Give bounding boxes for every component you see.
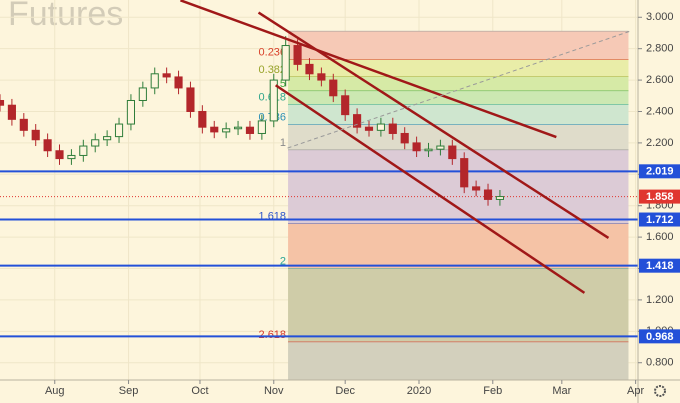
candle-body <box>126 99 136 125</box>
candle-body <box>0 99 5 106</box>
fib-band <box>288 31 629 60</box>
candle-body <box>364 126 374 131</box>
candle-body <box>305 63 314 75</box>
y-tick-label: 2.800 <box>646 43 674 55</box>
x-tick-label: Feb <box>483 385 502 397</box>
candle-body <box>210 126 219 133</box>
x-tick-label: Mar <box>552 385 571 397</box>
candle-body <box>329 79 338 97</box>
fib-band <box>288 268 629 343</box>
candle-body <box>269 79 278 122</box>
candle-body <box>353 114 362 128</box>
candle-body <box>483 189 493 200</box>
level-box <box>639 164 680 179</box>
fib-band <box>288 76 629 92</box>
candle-body <box>138 87 147 101</box>
candle-body <box>91 139 100 147</box>
candle-body <box>400 132 409 144</box>
trend-line <box>287 30 630 149</box>
candle-body <box>412 142 421 152</box>
y-tick-label: 2.400 <box>646 105 674 117</box>
candle-body <box>281 45 290 81</box>
level-label: 0.968 <box>646 331 674 343</box>
fib-band <box>288 150 629 224</box>
fib-label: 2 <box>280 256 286 268</box>
candle-body <box>7 104 16 120</box>
candle-body <box>150 73 159 89</box>
level-box <box>639 329 680 344</box>
level-box <box>639 212 680 227</box>
y-tick-label: 2.600 <box>646 74 674 86</box>
last-price-box <box>639 189 680 204</box>
x-tick-label: Aug <box>45 385 65 397</box>
candle-body <box>31 129 40 141</box>
candle-body <box>388 123 397 134</box>
x-tick-label: Dec <box>335 385 355 397</box>
candle-body <box>43 139 52 152</box>
candle-body <box>245 126 255 134</box>
fib-label: 0.382 <box>259 64 287 76</box>
candle-body <box>436 145 445 150</box>
x-tick-label: Oct <box>191 385 208 397</box>
y-tick-label: 1.600 <box>646 231 674 243</box>
candle-body <box>174 76 183 89</box>
level-label: 1.712 <box>646 214 674 226</box>
candle-body <box>257 120 266 134</box>
fib-label: 1.618 <box>259 210 287 222</box>
fib-band <box>288 342 629 380</box>
x-tick-label: Apr <box>627 385 644 397</box>
fib-band <box>288 104 629 125</box>
candle-body <box>317 73 326 81</box>
candle-body <box>495 196 504 200</box>
y-tick-label: 2.200 <box>646 137 674 149</box>
trend-line <box>257 11 610 239</box>
x-tick-label: Sep <box>119 385 139 397</box>
candle-body <box>162 73 171 78</box>
x-tick-label: Nov <box>264 385 284 397</box>
fib-label: 2.618 <box>259 329 287 341</box>
settings-icon <box>654 385 666 397</box>
candle-body <box>55 150 64 160</box>
candle-body <box>222 128 231 133</box>
candle-body <box>198 110 207 128</box>
candle-body <box>376 123 385 131</box>
fib-band <box>288 223 629 269</box>
candle-body <box>186 87 195 112</box>
candle-body <box>103 136 112 141</box>
candle-body <box>293 45 302 65</box>
trend-line <box>180 0 557 139</box>
fib-label: 1 <box>280 137 286 149</box>
fib-band <box>288 59 629 77</box>
fib-label: 0.236 <box>259 47 287 59</box>
y-tick-label: 3.000 <box>646 11 674 23</box>
fib-band <box>288 124 629 151</box>
y-tick-label: 1.200 <box>646 294 674 306</box>
fib-band <box>288 91 629 105</box>
candle-body <box>79 145 88 156</box>
chart-title: Futures <box>8 0 123 33</box>
level-label: 2.019 <box>646 166 674 178</box>
candle-body <box>114 123 124 138</box>
trend-line <box>274 84 586 294</box>
plot-area: Futures0.2360.3820.50.6180.78611.61822.6… <box>0 0 638 380</box>
candle-body <box>19 118 28 131</box>
candle-body <box>472 186 481 191</box>
candle-body <box>233 126 243 130</box>
candle-body <box>460 158 469 188</box>
last-price-label: 1.858 <box>646 191 674 203</box>
axis-bg <box>0 380 680 403</box>
y-tick-label: 0.800 <box>646 357 674 369</box>
candle-body <box>67 154 76 160</box>
level-label: 1.418 <box>646 260 674 272</box>
level-box <box>639 258 680 273</box>
candle-body <box>424 148 433 152</box>
candle-body <box>448 145 457 160</box>
x-tick-label: 2020 <box>407 385 431 397</box>
candle-body <box>341 95 350 116</box>
